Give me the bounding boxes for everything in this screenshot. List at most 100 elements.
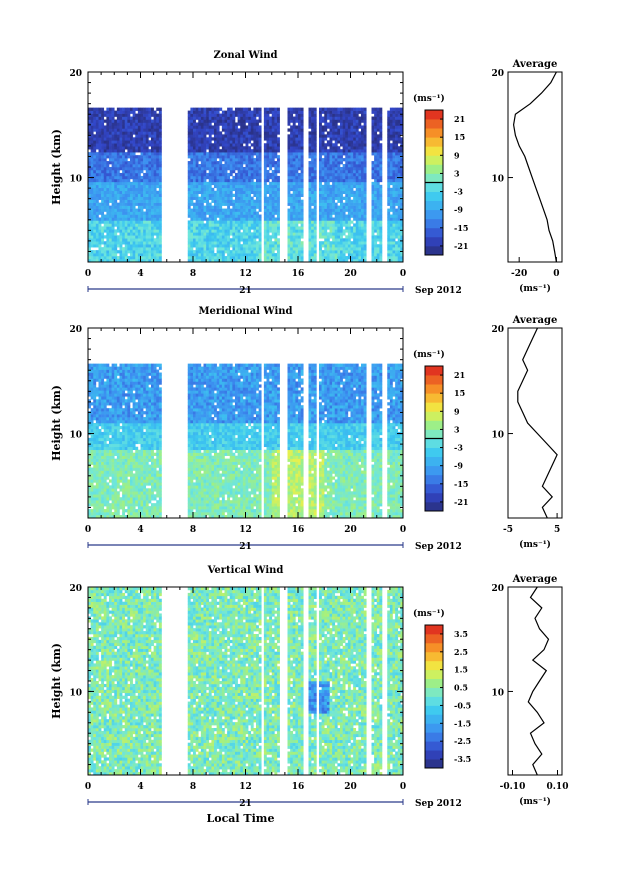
heatmap-cell — [355, 146, 359, 150]
heatmap-cell — [361, 119, 364, 123]
heatmap-cell — [137, 131, 141, 135]
heatmap-cell — [271, 140, 275, 144]
heatmap-cell — [324, 155, 328, 159]
heatmap-cell — [295, 226, 299, 230]
heatmap-cell — [135, 241, 139, 245]
heatmap-cell — [198, 244, 202, 248]
heatmap-cell — [116, 107, 120, 111]
heatmap-cell — [208, 214, 212, 218]
heatmap-cell — [329, 143, 333, 147]
heatmap-cell — [156, 214, 160, 218]
heatmap-cell — [258, 175, 262, 180]
heatmap-cell — [88, 202, 91, 206]
heatmap-cell — [340, 169, 343, 174]
heatmap-cell — [277, 107, 280, 111]
heatmap-cell — [232, 232, 236, 236]
heatmap-cell — [124, 140, 128, 144]
heatmap-cell — [298, 155, 301, 159]
heatmap-cell — [355, 253, 359, 257]
heatmap-cell — [334, 193, 338, 197]
heatmap-cell — [345, 137, 349, 141]
heatmap-cell — [145, 226, 149, 230]
heatmap-cell — [350, 119, 354, 123]
heatmap-cell — [237, 172, 241, 177]
heatmap-cell — [219, 199, 223, 203]
heatmap-cell — [156, 137, 160, 141]
heatmap-cell — [400, 259, 404, 263]
heatmap-cell — [371, 220, 375, 224]
heatmap-cell — [334, 178, 338, 183]
heatmap-cell — [389, 178, 393, 183]
heatmap-cell — [361, 172, 364, 177]
heatmap-cell — [256, 110, 259, 114]
heatmap-cell — [332, 253, 336, 257]
heatmap-cell — [361, 146, 364, 150]
heatmap-cell — [340, 125, 343, 129]
heatmap-cell — [237, 158, 241, 162]
heatmap-cell — [140, 214, 144, 218]
heatmap-cell — [219, 247, 223, 251]
heatmap-cell — [353, 116, 357, 120]
heatmap-cell — [271, 205, 275, 209]
heatmap-cell — [400, 146, 404, 150]
heatmap-cell — [109, 184, 112, 189]
heatmap-cell — [227, 158, 231, 162]
heatmap-cell — [324, 217, 328, 221]
heatmap-cell — [389, 232, 393, 236]
heatmap-cell — [298, 131, 301, 135]
heatmap-cell — [198, 113, 202, 117]
heatmap-cell — [187, 178, 191, 183]
heatmap-cell — [256, 167, 259, 171]
heatmap-cell — [124, 110, 128, 114]
heatmap-cell — [345, 217, 349, 221]
heatmap-cell — [240, 205, 244, 209]
heatmap-cell — [363, 199, 367, 203]
heatmap-cell — [137, 223, 141, 227]
heatmap-cell — [313, 208, 317, 212]
heatmap-cell — [114, 202, 118, 206]
heatmap-cell — [355, 113, 359, 117]
heatmap-cell — [395, 232, 399, 236]
heatmap-cell — [224, 178, 228, 183]
heatmap-cell — [311, 164, 315, 168]
heatmap-cell — [116, 149, 120, 153]
heatmap-cell — [308, 202, 312, 206]
heatmap-cell — [109, 125, 112, 129]
heatmap-cell — [337, 220, 341, 224]
heatmap-cell — [347, 214, 351, 218]
heatmap-cell — [350, 250, 354, 254]
heatmap-cell — [145, 205, 149, 209]
heatmap-cell — [363, 244, 367, 248]
heatmap-cell — [229, 113, 233, 117]
heatmap-cell — [156, 122, 160, 126]
heatmap-cell — [240, 175, 244, 180]
heatmap-cell — [229, 122, 233, 126]
heatmap-cell — [300, 241, 304, 245]
heatmap-cell — [195, 116, 199, 120]
heatmap-cell — [256, 235, 259, 239]
heatmap-cell — [151, 134, 154, 138]
heatmap-cell — [203, 161, 207, 165]
heatmap-cell — [321, 116, 325, 120]
heatmap-cell — [237, 161, 241, 165]
heatmap-cell — [88, 181, 91, 186]
heatmap-cell — [392, 232, 396, 236]
heatmap-cell — [95, 119, 99, 123]
heatmap-cell — [326, 172, 330, 177]
heatmap-cell — [130, 235, 133, 239]
heatmap-cell — [195, 187, 199, 192]
heatmap-cell — [397, 247, 401, 251]
heatmap-cell — [292, 259, 296, 263]
heatmap-cell — [397, 217, 401, 221]
heatmap-cell — [374, 181, 378, 186]
heatmap-cell — [242, 116, 246, 120]
heatmap-cell — [308, 205, 312, 209]
heatmap-cell — [371, 131, 375, 135]
heatmap-cell — [208, 172, 212, 177]
heatmap-cell — [321, 223, 325, 227]
heatmap-cell — [116, 155, 120, 159]
heatmap-cell — [245, 196, 249, 200]
heatmap-cell — [137, 214, 141, 218]
heatmap-cell — [319, 116, 322, 120]
heatmap-cell — [292, 193, 296, 197]
